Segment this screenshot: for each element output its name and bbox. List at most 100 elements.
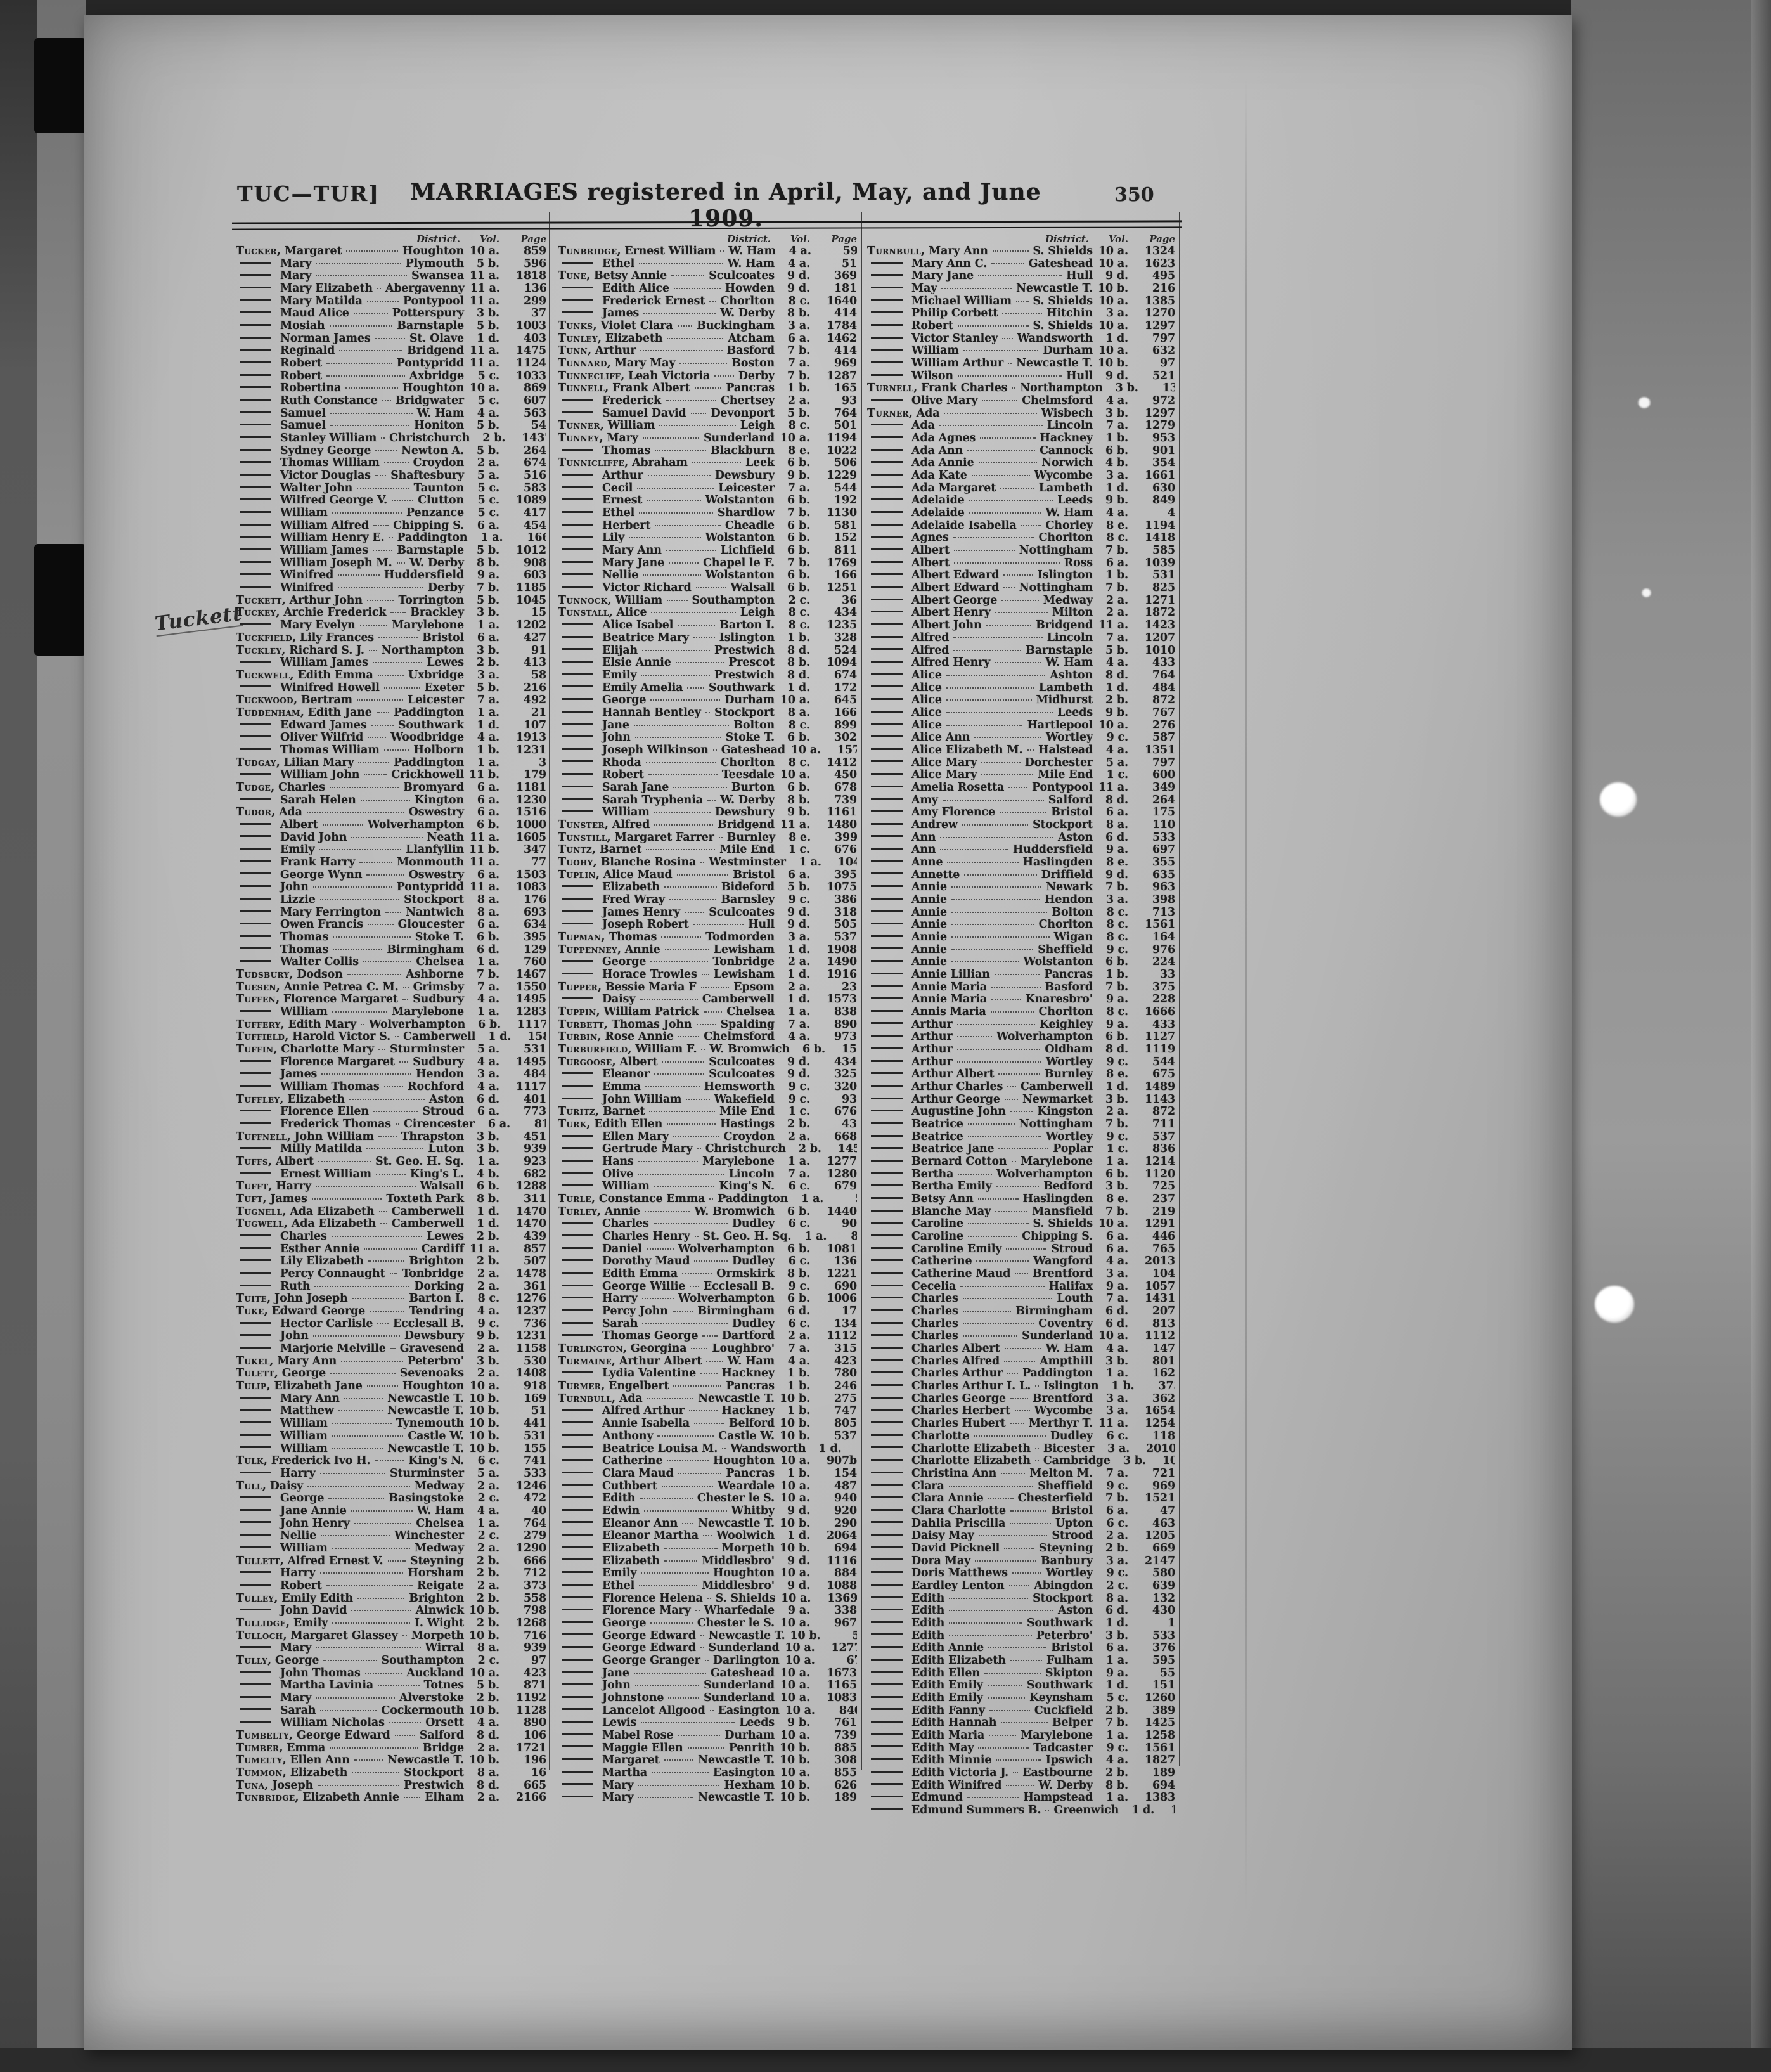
entry-volume: 6 b. xyxy=(477,819,499,831)
dot-leader xyxy=(378,637,418,638)
entry-volume: 2 a. xyxy=(787,1130,810,1143)
ditto-mark xyxy=(562,473,593,476)
entry-page: 840 xyxy=(839,1704,857,1717)
entry-name: Charles xyxy=(280,1231,327,1243)
vol-label: Vol. xyxy=(1108,233,1128,245)
entry-volume: 1 a. xyxy=(804,1231,827,1243)
ditto-mark xyxy=(871,635,903,638)
entry-volume: 10 a. xyxy=(780,432,810,445)
ditto-mark xyxy=(871,1334,903,1337)
dot-leader xyxy=(987,1685,1022,1687)
entry-volume: 3 b. xyxy=(1105,1355,1128,1368)
entry-name: Mosiah xyxy=(280,320,325,333)
entry-volume: 10 a. xyxy=(1098,719,1128,732)
entry-name: Lydia Valentine xyxy=(602,1368,697,1380)
entry-name: Charles Hubert xyxy=(911,1418,1006,1430)
entry-page: 1194 xyxy=(826,432,857,445)
entry-volume: 3 b. xyxy=(477,644,499,657)
entry-page: 694 xyxy=(834,1542,857,1555)
entry-name: Charles xyxy=(602,1218,649,1231)
dot-leader xyxy=(697,1148,701,1150)
ditto-mark xyxy=(240,1234,271,1236)
dot-leader xyxy=(664,1759,694,1761)
dot-leader xyxy=(318,1784,399,1786)
entry-name: Elizabeth xyxy=(602,1542,660,1555)
entry-district: Ipswich xyxy=(1045,1754,1093,1767)
entry-district: Walsall xyxy=(420,1181,465,1193)
ditto-mark xyxy=(240,1708,271,1711)
entry-page: 166 xyxy=(834,706,857,719)
dot-leader xyxy=(692,462,741,464)
entry-name: Beatrice xyxy=(911,1130,963,1143)
entry-volume: 6 a. xyxy=(1105,1642,1128,1655)
entry-page: 869 xyxy=(523,382,546,395)
dot-leader xyxy=(338,587,423,589)
entry-name: Edith xyxy=(911,1629,945,1642)
dot-leader xyxy=(998,1073,1040,1075)
dot-leader xyxy=(640,350,723,352)
dot-leader xyxy=(345,387,399,389)
entry-name: Tuohy, Blanche Rosina xyxy=(558,856,697,869)
entry-volume: 6 b. xyxy=(787,519,810,532)
vol-label: Vol. xyxy=(790,233,810,245)
dot-leader xyxy=(367,924,394,926)
entry-name: Ernest xyxy=(602,495,643,507)
entry-district: St. Geo. H. Sq. xyxy=(375,1156,464,1169)
entry-district: Barnstaple xyxy=(1026,644,1093,657)
entry-page: 290 xyxy=(834,1517,857,1530)
entry-volume: 7 b. xyxy=(1105,545,1128,557)
entry-name: Ruth xyxy=(280,1280,311,1293)
entry-page: 765 xyxy=(1152,1243,1175,1255)
entry-page: 694 xyxy=(1152,1779,1175,1792)
index-row: Eleanor Martha Woolwich 1 d. 2064 xyxy=(558,1530,857,1543)
ditto-mark xyxy=(871,760,903,763)
index-row: Edith Minnie Ipswich 4 a. 1827 xyxy=(867,1754,1175,1767)
entry-name: Frederick Thomas xyxy=(280,1118,391,1131)
index-row: Tulett, George Sevenoaks 2 a. 1408 xyxy=(236,1368,546,1380)
entry-district: Morpeth xyxy=(721,1542,775,1555)
entry-volume: 6 b. xyxy=(787,457,810,470)
entry-volume: 9 c. xyxy=(1106,1056,1129,1068)
entry-district: Cardiff xyxy=(421,1243,464,1255)
entry-district: Dudley xyxy=(731,1318,775,1330)
entry-district: Southwark xyxy=(1026,1680,1093,1692)
ditto-mark xyxy=(240,386,271,389)
index-row: Tuna, Joseph Prestwich 8 d. 665 xyxy=(236,1780,546,1792)
ditto-mark xyxy=(871,1035,903,1037)
entry-page: 134 xyxy=(834,1318,857,1330)
dot-leader xyxy=(722,1447,726,1449)
dot-leader xyxy=(390,612,406,614)
dot-leader xyxy=(949,1610,1053,1612)
ditto-mark xyxy=(240,661,271,663)
entry-page: 33 xyxy=(1159,968,1175,981)
entry-page: 450 xyxy=(834,769,857,782)
ditto-mark xyxy=(871,585,903,588)
entry-volume: 10 a. xyxy=(780,1729,810,1742)
entry-name: Tunner, William xyxy=(558,420,655,432)
entry-page: 1112 xyxy=(826,1330,857,1343)
entry-page: 3 xyxy=(538,756,546,769)
entry-name: Charles xyxy=(911,1293,958,1305)
index-row: Wilson Hull 9 d. 521 xyxy=(867,370,1175,383)
entry-district: Sculcoates xyxy=(709,1068,775,1081)
ditto-mark xyxy=(562,923,593,925)
entry-page: 423 xyxy=(834,1355,857,1368)
dot-leader xyxy=(1004,1547,1034,1549)
dot-leader xyxy=(1003,574,1033,576)
entry-name: Tunley, Elizabeth xyxy=(558,332,663,345)
entry-district: Lewes xyxy=(427,1231,464,1243)
ditto-mark xyxy=(871,486,903,488)
ditto-mark xyxy=(562,698,593,701)
index-row: Tuppin, William Patrick Chelsea 1 a. 838 xyxy=(558,1006,857,1019)
entry-page: 524 xyxy=(834,644,857,657)
entry-volume: 10 b. xyxy=(780,1542,810,1555)
entry-volume: 6 c. xyxy=(788,1218,811,1231)
dot-leader xyxy=(383,749,409,751)
ditto-mark xyxy=(871,1708,903,1711)
index-row: Tuplin, Alice Maud Bristol 6 a. 395 xyxy=(558,869,857,882)
entry-page: 1254 xyxy=(1144,1418,1175,1430)
entry-district: Loughbro' xyxy=(712,1343,775,1356)
entry-district: Sevenoaks xyxy=(399,1368,464,1380)
entry-district: King's N. xyxy=(408,1455,464,1468)
entry-district: St. Geo. H. Sq. xyxy=(702,1231,792,1243)
